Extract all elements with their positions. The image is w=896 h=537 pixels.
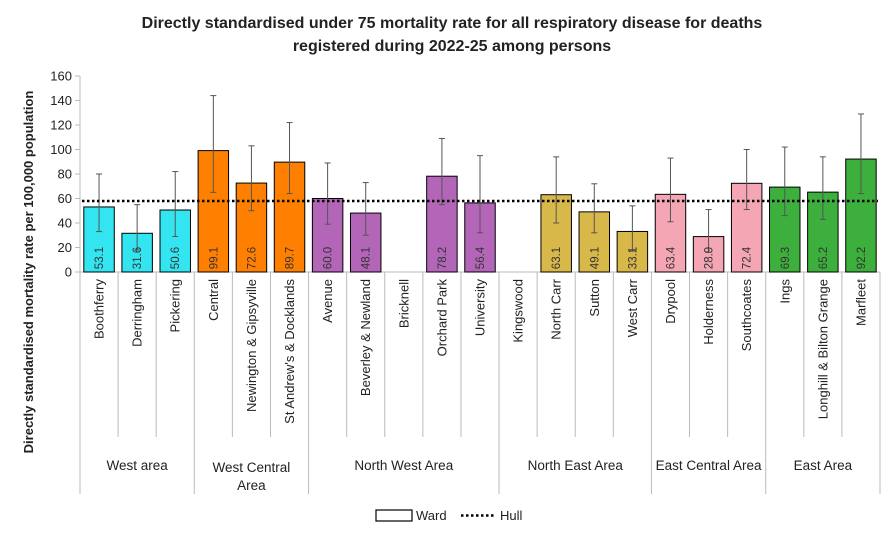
y-tick-label: 0 xyxy=(65,265,72,280)
category-label: Orchard Park xyxy=(434,279,449,357)
legend-ward-swatch xyxy=(375,509,413,522)
category-label: University xyxy=(473,279,488,337)
data-label: 63.4 xyxy=(665,246,677,269)
category-label: Longhill & Bilton Grange xyxy=(815,279,830,419)
group-label: East Central Area xyxy=(656,458,762,473)
data-label: 50.6 xyxy=(170,247,182,269)
group-label: Area xyxy=(237,478,266,493)
data-label: 28.9 xyxy=(704,247,716,269)
category-label: Drypool xyxy=(663,279,678,324)
category-label: Newington & Gipsyville xyxy=(244,279,259,412)
data-label: 53.1 xyxy=(94,247,106,269)
legend-hull-label: Hull xyxy=(500,508,523,523)
data-label: 89.7 xyxy=(285,247,297,269)
legend-ward-label: Ward xyxy=(416,508,447,523)
bar-beverley-newland xyxy=(349,212,382,273)
category-label: Boothferry xyxy=(92,279,107,339)
data-label: 49.1 xyxy=(589,247,601,269)
chart-title-line-2: registered during 2022-25 among persons xyxy=(293,38,611,55)
y-tick-label: 60 xyxy=(58,191,72,206)
data-label: 72.6 xyxy=(246,247,258,269)
category-label: Sutton xyxy=(587,279,602,317)
category-label: North Carr xyxy=(549,278,564,339)
category-label: St Andrew's & Docklands xyxy=(282,279,297,424)
category-label: Kingswood xyxy=(511,279,526,343)
category-label: Pickering xyxy=(168,279,183,332)
data-label: 72.4 xyxy=(742,246,754,269)
legend: Ward Hull xyxy=(375,508,523,523)
category-label: Beverley & Newland xyxy=(358,279,373,396)
plot-area: 0 20 40 60 80 100 120 140 160 53.1 Boothferry 31.6 D… xyxy=(50,69,881,494)
bar-derringham xyxy=(121,232,153,273)
y-tick-label: 40 xyxy=(58,216,72,231)
group-label: West Central xyxy=(213,460,291,475)
group-label: West area xyxy=(107,458,169,473)
y-axis-label: Directly standardised mortality rate per… xyxy=(21,91,36,454)
category-label: Central xyxy=(206,279,221,321)
y-tick-label: 160 xyxy=(50,69,72,84)
category-label: Holderness xyxy=(701,279,716,345)
category-label: Southcoates xyxy=(739,279,754,352)
y-tick-label: 20 xyxy=(58,240,72,255)
bar-marfleet xyxy=(845,158,877,273)
y-tick-label: 120 xyxy=(50,118,72,133)
y-tick-label: 140 xyxy=(50,93,72,108)
category-label: Derringham xyxy=(130,279,145,347)
category-label: Ings xyxy=(777,279,792,304)
category-label: Marfleet xyxy=(853,279,868,326)
group-label: North East Area xyxy=(528,458,624,473)
data-label: 99.1 xyxy=(208,247,220,269)
data-label: 92.2 xyxy=(856,247,868,269)
category-label: Bricknell xyxy=(396,279,411,328)
y-tick-label: 80 xyxy=(58,167,72,182)
data-label: 65.2 xyxy=(818,247,830,269)
data-label: 33.1 xyxy=(627,247,639,269)
group-label: East Area xyxy=(794,458,853,473)
data-label: 69.3 xyxy=(780,247,792,269)
category-label: West Carr xyxy=(625,278,640,337)
bar-boothferry xyxy=(83,206,115,273)
chart-title-line-1: Directly standardised under 75 mortality… xyxy=(142,15,763,32)
data-label: 56.4 xyxy=(475,246,487,269)
data-label: 78.2 xyxy=(437,247,449,269)
data-label: 63.1 xyxy=(551,247,563,269)
data-label: 60.0 xyxy=(323,247,335,269)
category-label: Avenue xyxy=(320,279,335,323)
group-label: North West Area xyxy=(354,458,453,473)
y-tick-label: 100 xyxy=(50,142,72,157)
data-label: 48.1 xyxy=(361,247,373,269)
data-label: 31.6 xyxy=(132,247,144,269)
